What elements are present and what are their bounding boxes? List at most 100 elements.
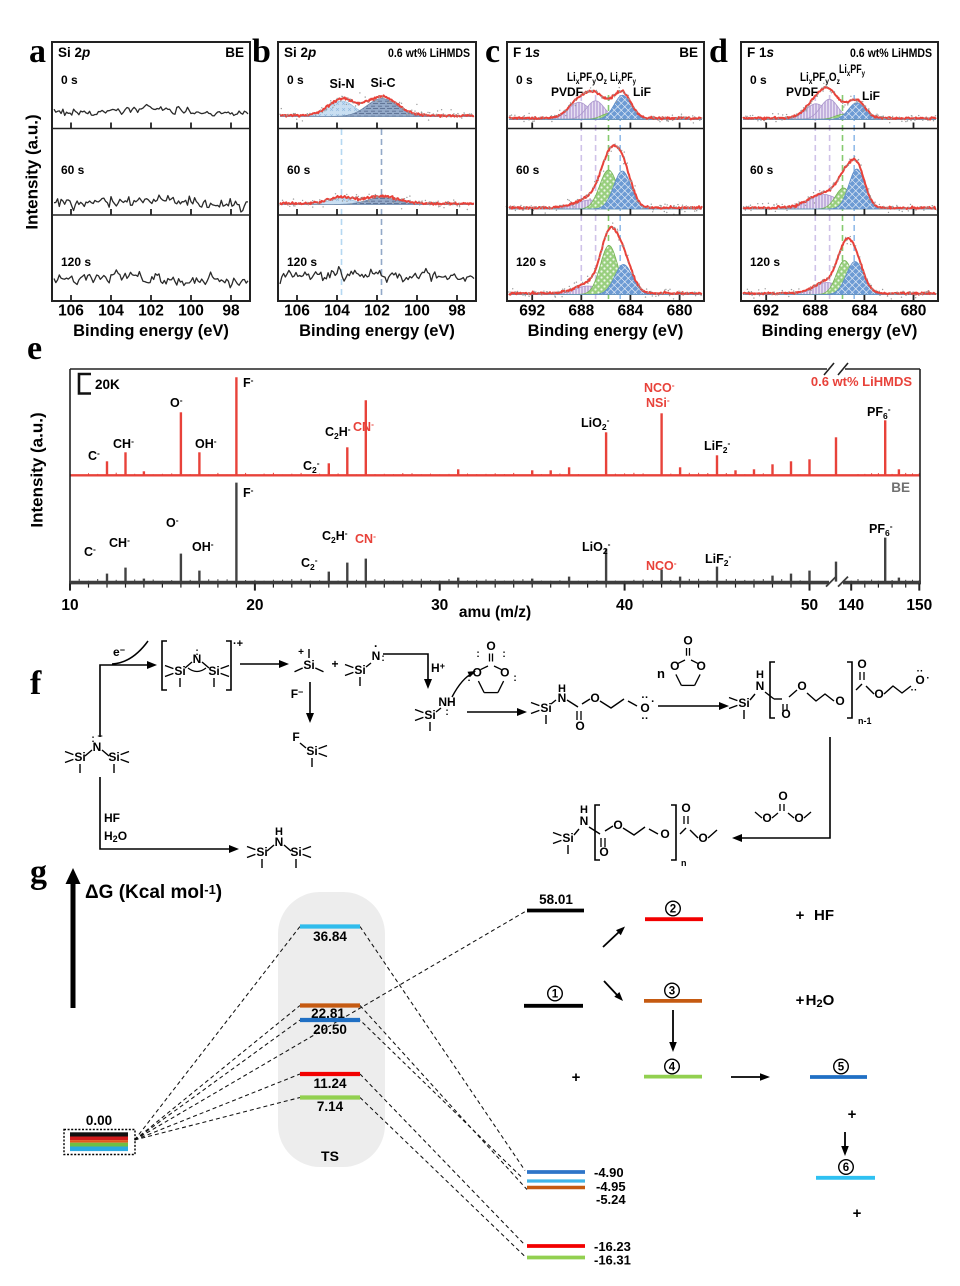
svg-text:60 s: 60 s [61,163,85,177]
svg-text:O: O [697,659,706,673]
svg-text:OH-: OH- [195,436,217,451]
svg-text:H: H [558,683,566,695]
svg-text:N: N [372,649,381,663]
svg-text:11.24: 11.24 [313,1076,347,1091]
svg-text:106: 106 [284,303,310,320]
svg-text:Si 2p: Si 2p [284,45,316,60]
svg-text:100: 100 [178,303,204,320]
svg-text:100: 100 [404,303,430,320]
svg-text:Binding energy (eV): Binding energy (eV) [762,322,918,340]
svg-text:LiF: LiF [862,89,880,103]
svg-text:CH-: CH- [113,436,134,451]
svg-text:5: 5 [838,1062,845,1074]
svg-text:684: 684 [851,303,877,320]
svg-text:e: e [27,330,42,367]
svg-text:LiO2-: LiO2- [582,539,611,556]
svg-text:O: O [575,719,584,733]
svg-text:20: 20 [246,597,263,614]
svg-text:104: 104 [98,303,124,320]
svg-text:PF6-: PF6- [869,521,893,538]
svg-text:0 s: 0 s [516,73,533,87]
svg-text:LiF2-: LiF2- [705,551,731,568]
svg-text:10: 10 [61,597,78,614]
svg-text::: : [502,649,505,660]
svg-text:amu (m/z): amu (m/z) [459,604,531,621]
svg-text:NSi-: NSi- [646,395,670,410]
svg-text:C2H-: C2H- [322,528,348,545]
svg-text:F 1s: F 1s [513,45,541,60]
svg-text:0 s: 0 s [287,73,304,87]
svg-text:e−: e− [113,645,125,659]
svg-text:LixPFy: LixPFy [610,72,637,86]
svg-text:Si: Si [208,664,219,678]
svg-text:Si: Si [290,845,301,859]
svg-text:O: O [778,789,787,803]
svg-text:O: O [857,657,866,671]
svg-text:120 s: 120 s [750,255,780,269]
svg-text:··: ·· [917,666,924,677]
svg-text:104: 104 [324,303,350,320]
svg-text:Intensity (a.u.): Intensity (a.u.) [28,412,47,527]
svg-text:n-1: n-1 [858,716,872,726]
svg-text:LixPFy: LixPFy [839,64,866,78]
svg-text:BE: BE [679,45,698,60]
svg-text:b: b [252,33,271,70]
svg-text:NCO-: NCO- [644,380,675,395]
svg-text:30: 30 [431,597,448,614]
svg-text:·: · [374,639,378,653]
svg-text:O: O [590,691,599,705]
svg-text:0.6 wt% LiHMDS: 0.6 wt% LiHMDS [388,46,470,60]
svg-text:20K: 20K [95,377,120,392]
svg-text:C2H-: C2H- [325,424,351,441]
svg-text::: : [513,673,516,684]
svg-text:106: 106 [58,303,84,320]
svg-text:-4.95: -4.95 [596,1179,626,1194]
svg-text:Si: Si [303,658,314,672]
svg-text:0.6 wt% LiHMDS: 0.6 wt% LiHMDS [850,46,932,60]
svg-text:-4.90: -4.90 [594,1165,624,1180]
svg-text:O: O [660,827,669,841]
svg-text:+: + [796,907,805,924]
svg-text:g: g [30,854,47,891]
svg-text:Si: Si [74,750,85,764]
svg-text:N: N [193,652,202,666]
svg-text:98: 98 [222,303,240,320]
svg-text:O: O [874,687,883,701]
svg-text:O: O [683,634,692,648]
svg-text:680: 680 [667,303,693,320]
svg-text:2: 2 [670,904,676,916]
svg-text:d: d [709,33,728,70]
svg-text:684: 684 [617,303,643,320]
svg-text:102: 102 [138,303,164,320]
svg-text:CN-: CN- [355,531,376,546]
svg-text:Intensity (a.u.): Intensity (a.u.) [23,114,42,229]
svg-text:40: 40 [616,597,633,614]
svg-text:F-: F- [243,375,254,390]
svg-text:+: + [796,992,805,1009]
svg-text:1: 1 [552,989,559,1001]
svg-text:BE: BE [225,45,244,60]
svg-text:Si: Si [738,696,749,710]
svg-text:·: · [651,696,655,708]
svg-text:680: 680 [901,303,927,320]
svg-text:O: O [915,673,924,687]
svg-text:+: + [331,657,338,671]
svg-text:692: 692 [753,303,779,320]
svg-text:N: N [580,814,589,828]
svg-text:N: N [558,691,567,705]
svg-text:LiF2-: LiF2- [704,438,730,455]
svg-text:-5.24: -5.24 [596,1192,626,1207]
svg-text:Si: Si [540,701,551,715]
svg-text:O: O [473,666,482,680]
svg-text:CH-: CH- [109,535,130,550]
svg-text:OH-: OH- [192,539,214,554]
svg-text:58.01: 58.01 [539,892,573,907]
svg-text:H: H [580,804,588,816]
svg-text:50: 50 [801,597,818,614]
svg-text:O-: O- [170,395,183,410]
svg-text:102: 102 [364,303,390,320]
svg-text:LixPFyOz: LixPFyOz [567,72,607,86]
svg-text:-16.23: -16.23 [594,1239,631,1254]
svg-text:C2-: C2- [303,458,320,475]
svg-text:NH: NH [438,695,455,709]
